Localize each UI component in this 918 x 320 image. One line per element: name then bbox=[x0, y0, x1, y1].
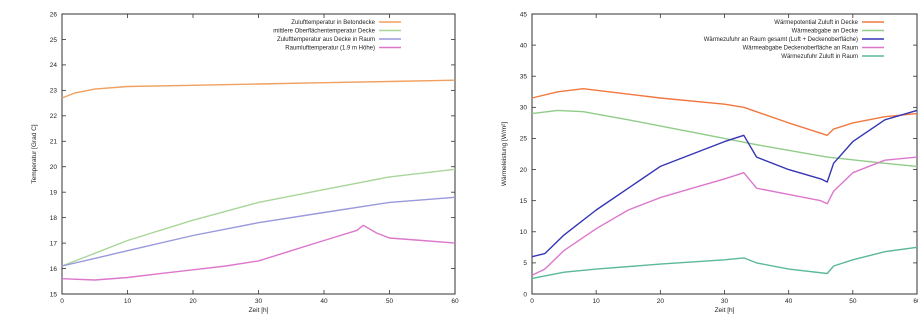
chart-1-ytick-label: 10 bbox=[520, 229, 528, 236]
chart-1-ytick-label: 5 bbox=[523, 260, 527, 267]
chart-1-xtick-label: 50 bbox=[849, 298, 857, 305]
chart-1-xtick-label: 20 bbox=[657, 298, 665, 305]
chart-0-ytick-label: 24 bbox=[50, 62, 58, 69]
chart-0-series-2-line bbox=[61, 196, 456, 267]
chart-1-ytick-label: 35 bbox=[520, 74, 528, 81]
chart-0-ytick-label: 15 bbox=[50, 291, 58, 298]
chart-1-legend-label-1: Wärmeabgabe an Decke bbox=[792, 29, 859, 35]
chart-1-plot-frame bbox=[531, 13, 918, 295]
chart-0-series-1-line bbox=[61, 168, 456, 267]
chart-0-xtick-label: 30 bbox=[255, 298, 263, 305]
chart-0-ytick-label: 18 bbox=[50, 215, 58, 222]
chart-0-ytick-label: 17 bbox=[50, 240, 58, 247]
chart-0-ytick-label: 19 bbox=[50, 189, 58, 196]
chart-0-ytick-label: 22 bbox=[50, 113, 58, 120]
chart-1-series-1-line bbox=[531, 109, 918, 168]
chart-0-ytick-label: 25 bbox=[50, 37, 58, 44]
temperature-chart: 15 16 17 18 19 20 21 22 23 24 25 26 0 10 20 30 40 50 60 Zei… bbox=[31, 11, 459, 314]
chart-1-series-2-line bbox=[531, 109, 918, 258]
chart-1-series-4-line bbox=[531, 246, 918, 280]
chart-0-xtick-label: 0 bbox=[60, 298, 64, 305]
chart-0-ytick-label: 16 bbox=[50, 266, 58, 273]
chart-0-xtick-label: 20 bbox=[189, 298, 197, 305]
chart-0-ytick-label: 26 bbox=[50, 11, 58, 18]
chart-0-y-axis-label: Temperatur [Grad C] bbox=[31, 124, 38, 183]
chart-1-xtick-label: 10 bbox=[593, 298, 601, 305]
chart-0-ytick-label: 20 bbox=[50, 164, 58, 171]
chart-1-xtick-label: 40 bbox=[785, 298, 793, 305]
chart-1-ytick-label: 20 bbox=[520, 167, 528, 174]
chart-0-xtick-label: 40 bbox=[320, 298, 328, 305]
chart-1-xtick-label: 30 bbox=[721, 298, 729, 305]
chart-0-series-0-line bbox=[61, 79, 456, 99]
chart-0-xtick-label: 50 bbox=[386, 298, 394, 305]
chart-1-ytick-label: 30 bbox=[520, 105, 528, 112]
chart-1-legend-label-2: Wärmezufuhr an Raum gesamt (Luft + Decke… bbox=[704, 37, 858, 43]
chart-0-legend-label-2: Zulufttemperatur aus Decke in Raum bbox=[277, 37, 375, 43]
chart-0-legend-label-1: mittlere Oberflächentemperatur Decke bbox=[273, 29, 375, 35]
chart-0-xtick-label: 10 bbox=[124, 298, 132, 305]
chart-1-series-0-line bbox=[531, 87, 918, 137]
chart-1-legend-label-4: Wärmezufuhr Zuluft in Raum bbox=[781, 54, 858, 60]
chart-0-xtick-label: 60 bbox=[451, 298, 459, 305]
chart-0-legend-label-0: Zulufttemperatur in Betondecke bbox=[291, 20, 375, 26]
heat-output-chart: 0 5 10 15 20 25 30 35 40 45 0 10 20 30 40 50 60 Zeit [h] W… bbox=[501, 11, 918, 314]
chart-1-xtick-label: 60 bbox=[913, 298, 918, 305]
chart-1-x-axis-label: Zeit [h] bbox=[715, 307, 735, 314]
chart-1-series-3-line bbox=[531, 156, 918, 276]
chart-0-ytick-label: 23 bbox=[50, 88, 58, 95]
chart-1-ytick-label: 25 bbox=[520, 136, 528, 143]
chart-0-legend-label-3: Raumlufttemperatur (1.9 m Höhe) bbox=[285, 46, 375, 52]
chart-1-ytick-label: 45 bbox=[520, 11, 528, 18]
chart-0-series-3-line bbox=[61, 224, 456, 281]
chart-1-ytick-label: 40 bbox=[520, 42, 528, 49]
chart-1-xtick-label: 0 bbox=[530, 298, 534, 305]
chart-0-x-axis-label: Zeit [h] bbox=[249, 307, 269, 314]
chart-1-legend-label-0: Wärmepotential Zuluft in Decke bbox=[774, 20, 858, 26]
chart-1-legend-label-3: Wärmeabgabe Deckenoberfläche an Raum bbox=[743, 46, 858, 52]
chart-0-ytick-label: 21 bbox=[50, 139, 58, 146]
chart-1-ytick-label: 15 bbox=[520, 198, 528, 205]
chart-1-y-axis-label: Wärmeleistung [W/m²] bbox=[501, 122, 508, 186]
chart-1-ytick-label: 0 bbox=[523, 291, 527, 298]
